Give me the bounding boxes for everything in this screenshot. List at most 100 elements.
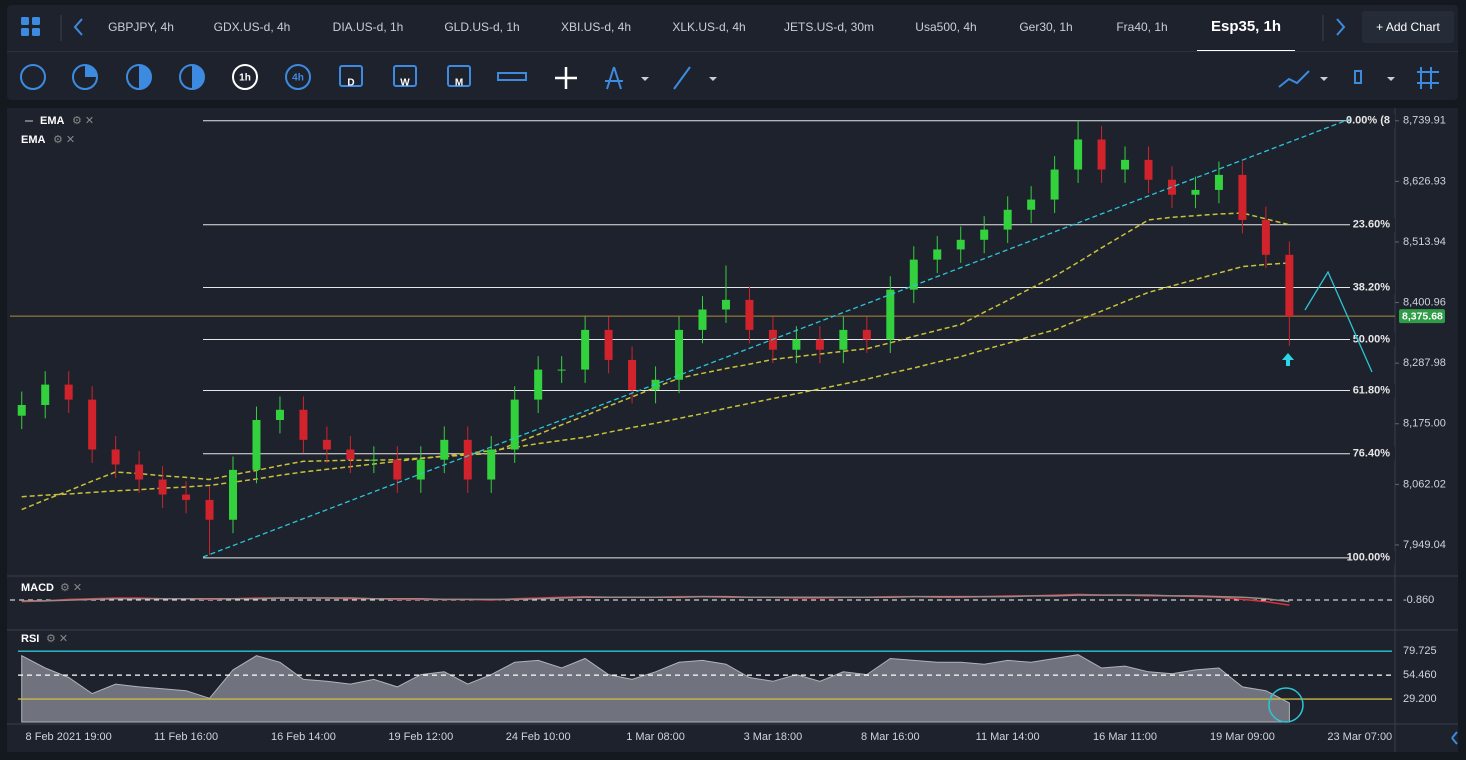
timeframe-icon[interactable]	[232, 64, 258, 90]
candle-body	[88, 399, 97, 450]
ema-line	[21, 212, 1290, 511]
candle-body	[909, 259, 918, 290]
tabs-right[interactable]	[1336, 18, 1346, 36]
macd-line	[21, 593, 1290, 606]
indicator-icon[interactable]	[1278, 70, 1310, 88]
candle-body	[792, 339, 801, 350]
candle-body	[1167, 179, 1176, 195]
fib-label-bg	[1350, 332, 1395, 347]
dropdown[interactable]	[1320, 77, 1328, 81]
chart-tab[interactable]: DIA.US-d, 1h	[332, 20, 404, 34]
y-tick-label: 8,626.93	[1403, 175, 1446, 187]
chart-tab[interactable]: JETS.US-d, 30m	[783, 20, 875, 34]
candle-body	[933, 249, 942, 260]
candle-body	[604, 329, 613, 360]
x-tick-label: 8 Feb 2021 19:00	[26, 731, 112, 743]
x-tick-label: 11 Mar 14:00	[976, 731, 1040, 743]
candle-body	[463, 439, 472, 480]
x-tick-label: 16 Mar 11:00	[1093, 731, 1157, 743]
add-chart-label: Add Chart	[1385, 20, 1440, 34]
fib-label-bg	[1350, 113, 1395, 128]
highlight-circle	[1268, 687, 1304, 723]
candle-body	[651, 379, 660, 390]
settings-icon[interactable]: ⚙ ✕	[46, 633, 68, 645]
dropdown[interactable]	[641, 77, 649, 81]
x-tick-label: 19 Mar 09:00	[1210, 731, 1275, 743]
candle-body	[322, 439, 331, 450]
dropdown[interactable]	[709, 77, 717, 81]
y-tick-label: 8,400.96	[1403, 296, 1446, 308]
candle-body	[393, 459, 402, 480]
y-tick-label: 8,062.02	[1403, 478, 1446, 490]
fib-label: 61.80%	[1353, 384, 1391, 396]
candle-body	[252, 420, 261, 470]
candle-body	[346, 449, 355, 460]
chart-tab[interactable]: GLD.US-d, 1h	[444, 20, 520, 34]
candle-body	[862, 329, 871, 340]
arrow-marker	[1282, 353, 1294, 366]
pane-title: RSI	[21, 633, 39, 645]
dropdown[interactable]	[1387, 77, 1395, 81]
candle-body	[1191, 189, 1200, 195]
candle-body	[1214, 174, 1223, 190]
fib-label: 23.60%	[1353, 219, 1391, 231]
last-price-label: 8,375.68	[1402, 310, 1443, 322]
timeframe-icon[interactable]	[285, 64, 311, 90]
chart-tab[interactable]: XBI.US-d, 4h	[560, 20, 632, 34]
candle-body	[205, 499, 214, 520]
settings-icon[interactable]: ⚙ ✕	[72, 115, 94, 127]
collapse-icon[interactable]	[1451, 731, 1458, 745]
chart-tab[interactable]: Usa500, 4h	[915, 20, 977, 34]
chart-tab[interactable]: XLK.US-d, 4h	[672, 20, 746, 34]
candle-body	[1261, 219, 1270, 255]
candle-body	[815, 339, 824, 350]
range-icon[interactable]	[20, 64, 46, 90]
fib-label-bg	[1350, 550, 1395, 565]
candle-body	[768, 329, 777, 350]
timeframe-label: D	[347, 78, 354, 89]
settings-icon[interactable]: ⚙ ✕	[53, 134, 75, 146]
y-tick-label: 7,949.04	[1403, 539, 1446, 551]
grid-icon[interactable]	[1417, 67, 1439, 89]
chart-tab[interactable]: Esp35, 1h	[1196, 5, 1296, 52]
timeframe-icon[interactable]	[393, 65, 417, 87]
fib-label: 100.00%	[1347, 552, 1391, 564]
tabs-left[interactable]	[73, 18, 83, 36]
timeframe-icon[interactable]	[447, 65, 471, 87]
timeframe-label: W	[400, 78, 410, 89]
draw-icon[interactable]	[605, 66, 623, 90]
add-chart-button[interactable]: + Add Chart	[1362, 11, 1454, 43]
timeframe-label: 4h	[292, 73, 304, 84]
candle-body	[416, 459, 425, 480]
y-tick-label: 79.725	[1403, 645, 1437, 657]
candle-body	[1097, 139, 1106, 170]
candle-body	[17, 404, 26, 416]
ruler-icon[interactable]	[497, 72, 527, 81]
candle-body	[299, 409, 308, 440]
settings-icon[interactable]: ⚙ ✕	[60, 582, 82, 594]
chart-tab[interactable]: Fra40, 1h	[1116, 20, 1168, 34]
chart-tab[interactable]: GDX.US-d, 4h	[213, 20, 291, 34]
x-tick-label: 19 Feb 12:00	[388, 731, 453, 743]
x-tick-label: 8 Mar 16:00	[861, 731, 920, 743]
y-tick-label: 29.200	[1403, 693, 1437, 705]
x-tick-label: 3 Mar 18:00	[744, 731, 803, 743]
candle-body	[369, 459, 378, 461]
icon-fill	[85, 65, 97, 77]
candle-body	[510, 399, 519, 450]
fib-label-bg	[1350, 217, 1395, 232]
chart-type-icon[interactable]	[1354, 70, 1362, 84]
layout-icon[interactable]	[21, 17, 40, 36]
last-price-box	[1399, 309, 1445, 324]
fib-label: 76.40%	[1353, 448, 1391, 460]
timeframe-icon[interactable]	[339, 65, 363, 87]
candle-body	[675, 329, 684, 380]
x-tick-label: 24 Feb 10:00	[506, 731, 571, 743]
crosshair-icon[interactable]	[555, 67, 577, 89]
chart-tab[interactable]: GBPJPY, 4h	[108, 20, 174, 34]
chart-tab[interactable]: Ger30, 1h	[1019, 20, 1073, 34]
candle-body	[111, 449, 120, 465]
x-tick-label: 11 Feb 16:00	[154, 731, 218, 743]
line-icon[interactable]	[673, 66, 691, 90]
